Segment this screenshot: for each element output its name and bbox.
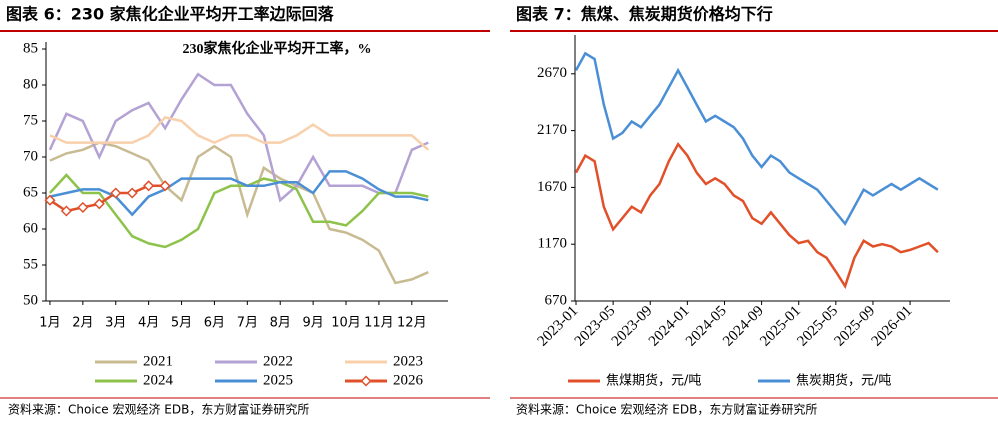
legend-label: 2025: [263, 372, 293, 388]
legend-label: 2026: [393, 372, 424, 388]
series-line: [49, 141, 429, 285]
series-line: [49, 170, 429, 217]
y-tick-label: 2170: [537, 122, 567, 138]
x-tick-label: 8月: [270, 316, 291, 331]
y-tick-label: 75: [23, 112, 38, 128]
x-tick-label: 5月: [171, 316, 192, 331]
y-tick-label: 85: [23, 40, 38, 56]
series-line: [574, 51, 939, 227]
y-tick-label: 50: [23, 292, 38, 308]
legend-label: 2024: [143, 372, 174, 388]
x-tick-label: 2025-01: [757, 303, 804, 350]
x-tick-label: 2025-09: [832, 303, 879, 350]
legend-marker: [360, 375, 372, 387]
x-tick-label: 2023-05: [572, 303, 619, 350]
y-tick-label: 70: [23, 148, 38, 164]
y-tick-label: 2670: [537, 65, 567, 81]
marker: [143, 180, 155, 192]
legend-label: 2021: [143, 353, 173, 369]
y-tick-label: 1670: [537, 179, 567, 195]
x-tick-label: 10月: [331, 316, 361, 331]
marker: [60, 205, 72, 217]
legend-label: 2022: [263, 353, 293, 369]
source: 资料来源：Choice 宏观经济 EDB，东方财富证券研究所: [516, 402, 817, 417]
y-tick-label: 1170: [538, 236, 567, 252]
x-tick-label: 2024-05: [683, 303, 730, 350]
x-tick-label: 7月: [237, 316, 258, 331]
x-tick-label: 2026-01: [869, 303, 916, 350]
x-tick-label: 4月: [138, 316, 159, 331]
marker: [110, 187, 122, 199]
marker: [159, 180, 171, 192]
heading: 图表 6：230 家焦化企业平均开工率边际回落: [6, 5, 335, 24]
source: 资料来源：Choice 宏观经济 EDB，东方财富证券研究所: [8, 402, 309, 417]
x-tick-label: 2024-09: [720, 303, 767, 350]
x-tick-label: 2023-01: [535, 303, 582, 350]
x-tick-label: 12月: [397, 316, 427, 331]
x-tick-label: 2024-01: [646, 303, 693, 350]
x-tick-label: 2月: [72, 316, 93, 331]
legend-label: 焦煤期货，元/吨: [606, 373, 701, 389]
legend-label: 2023: [393, 353, 423, 369]
series-line: [48, 173, 429, 249]
y-tick-label: 60: [23, 220, 38, 236]
x-tick-label: 2023-09: [609, 303, 656, 350]
x-tick-label: 11月: [364, 316, 394, 331]
marker: [77, 201, 89, 213]
marker: [126, 187, 138, 199]
series-line: [574, 141, 939, 290]
x-tick-label: 3月: [105, 316, 126, 331]
x-tick-label: 1月: [39, 316, 60, 331]
heading: 图表 7：焦煤、焦炭期货价格均下行: [516, 5, 773, 24]
marker: [93, 198, 105, 210]
marker: [44, 194, 56, 206]
chart-title: 230家焦化企业平均开工率，%: [183, 40, 372, 57]
series-line: [48, 72, 429, 203]
y-tick-label: 65: [23, 184, 38, 200]
x-tick-label: 2025-05: [794, 303, 841, 350]
y-tick-label: 670: [545, 292, 568, 308]
y-tick-label: 55: [23, 256, 38, 272]
legend-label: 焦炭期货，元/吨: [796, 373, 891, 389]
x-tick-label: 9月: [302, 316, 323, 331]
x-tick-label: 6月: [204, 316, 225, 331]
y-tick-label: 80: [23, 76, 38, 92]
series-line: [49, 116, 430, 151]
